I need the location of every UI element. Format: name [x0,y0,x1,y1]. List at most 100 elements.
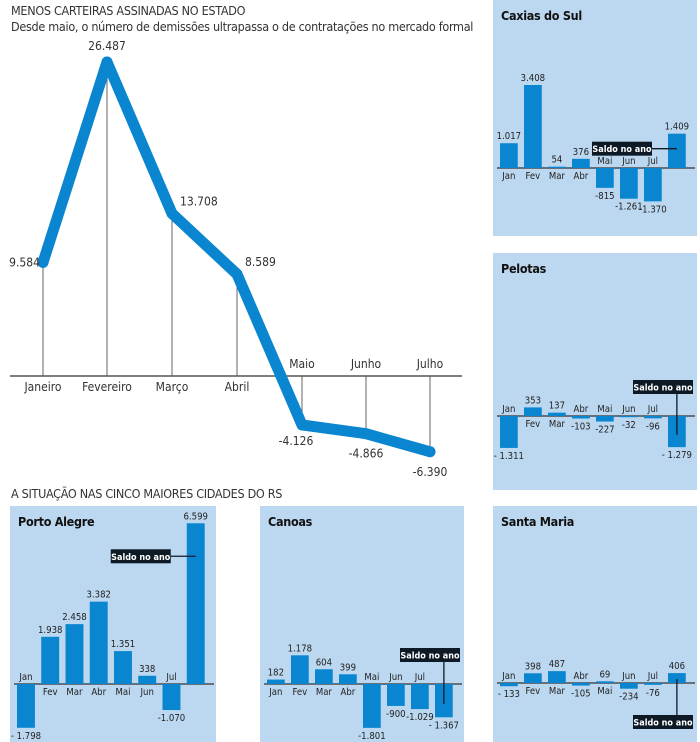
bar [65,624,84,684]
data-point [360,428,372,440]
bar-value-label: 604 [316,657,332,668]
bar [548,166,566,168]
bar-value-label: 54 [551,155,562,166]
bar-value-label: -1.261 [615,202,643,213]
bar [267,679,285,684]
panel-title: Pelotas [501,261,547,276]
bar [620,168,638,199]
bar-value-label: -815 [595,191,614,202]
bar [500,143,518,168]
bar [620,416,638,418]
bar-category-label: Fev [526,171,541,182]
annotation-label: Saldo no ano [111,553,171,563]
bar [524,673,542,683]
annotation-box [633,715,693,729]
bar-category-label: Jun [140,687,154,698]
bar-value-label: -900 [386,709,405,720]
data-point [101,56,113,68]
panel-title: Canoas [268,514,313,529]
bar-value-label: - 1.311 [494,451,524,462]
bar [524,407,542,416]
annotation-box [110,549,171,564]
annotation-label: Saldo no ano [400,652,460,662]
bar-value-label: 376 [573,147,589,158]
bar [572,158,590,168]
bar-value-label: - 1.279 [662,450,692,461]
data-label: -4.866 [349,447,384,461]
bar-value-label: -227 [595,425,614,436]
bar [138,675,157,684]
bar-category-label: Abr [573,171,588,182]
bar-value-label: 1.351 [111,639,135,650]
bar-category-label: Jun [621,404,635,415]
x-tick-label: Fevereiro [82,380,132,394]
panel-title: Santa Maria [501,514,575,529]
bar [411,684,429,710]
panel-title: Porto Alegre [18,514,95,529]
chart-subtitle: Desde maio, o número de demissões ultrap… [11,19,474,34]
bar-category-label: Mar [316,687,333,698]
bar-value-label: -76 [646,688,660,699]
bar-category-label: Mai [597,156,612,167]
bar [89,601,108,684]
bar-category-label: Jan [501,171,515,182]
data-label: 9.584 [9,255,40,269]
bar-category-label: Mar [549,171,566,182]
bar-category-label: Jan [18,672,32,683]
bar-category-label: Jun [621,156,635,167]
bar-value-label: 1.178 [288,643,312,654]
data-point [37,256,49,268]
bar-category-label: Mai [597,404,612,415]
bar [339,674,357,684]
bar-category-label: Jan [501,404,515,415]
bar-value-label: 406 [669,661,685,672]
bar [548,671,566,683]
panel-title: Caxias do Sul [501,8,582,23]
x-tick-label: Janeiro [23,380,61,394]
x-tick-label: Abril [225,380,250,394]
data-label: -6.390 [413,465,448,479]
panel-santa-maria: Santa Maria [493,506,697,742]
bar-category-label: Mar [549,686,566,697]
bar-value-label: 399 [340,662,356,673]
x-tick-label: Julho [416,357,444,371]
bar-value-label: 338 [139,664,155,675]
bar-category-label: Jul [647,404,658,415]
bar-value-label: - 1.367 [429,720,459,731]
bar [596,168,614,188]
bar-value-label: -105 [571,689,590,700]
data-point [296,419,308,431]
bar-category-label: Jul [414,672,425,683]
bar-category-label: Jul [165,672,176,683]
bar-value-label: -1.801 [358,731,386,742]
bar [524,85,542,168]
bar-value-label: 1.938 [38,625,62,636]
bar-category-label: Jan [268,687,282,698]
bar-value-label: 2.458 [62,612,86,623]
bar [596,681,614,683]
bar [315,669,333,684]
bar [41,636,60,684]
data-point [166,207,178,219]
bar-category-label: Jan [501,671,515,682]
data-label: 26.487 [88,39,126,53]
annotation-box [400,648,460,662]
bar-category-label: Jun [388,672,402,683]
x-tick-label: Março [156,380,189,394]
bar-value-label: 6.599 [183,511,207,522]
bar-category-label: Abr [340,687,355,698]
data-label: 13.708 [180,194,218,208]
annotation-box [592,141,652,156]
panel-pelotas: Pelotas [493,253,697,490]
bar-value-label: -1.029 [406,712,434,723]
bar-value-label: - 1.798 [11,731,41,742]
bar-value-label: 487 [549,659,565,670]
bar [291,655,309,684]
bar-category-label: Abr [573,404,588,415]
bar-value-label: -1.070 [158,713,186,724]
bar-value-label: 1.017 [497,131,521,142]
data-point [424,446,436,458]
bar-category-label: Fev [526,419,541,430]
x-tick-label: Maio [289,357,315,371]
